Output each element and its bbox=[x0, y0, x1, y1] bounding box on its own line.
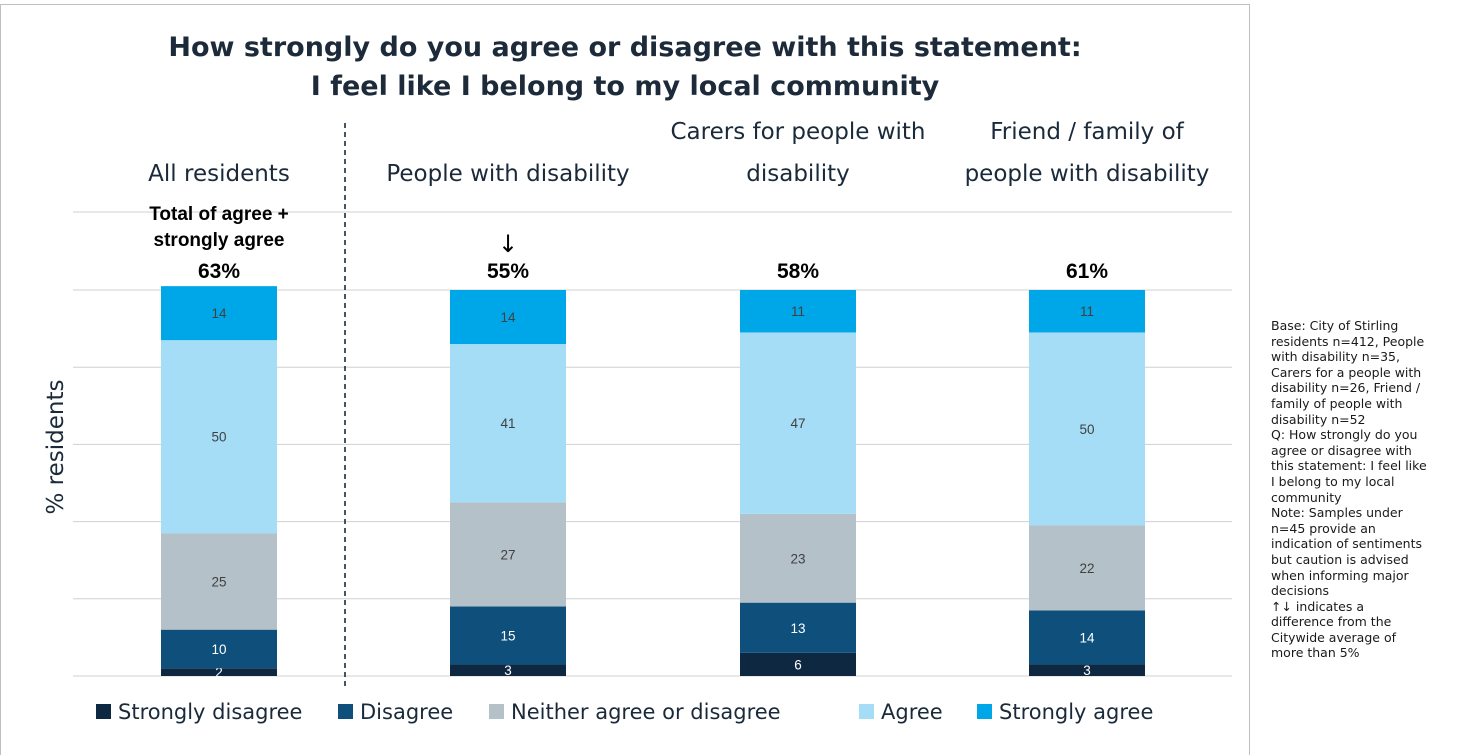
bar-segment bbox=[740, 513, 856, 603]
category-header: people with disability bbox=[965, 161, 1210, 187]
footnote-line: I belong to my local bbox=[1271, 473, 1395, 489]
data-label: 25 bbox=[211, 574, 226, 589]
bar-segment bbox=[161, 629, 277, 669]
data-label: 3 bbox=[1083, 663, 1091, 678]
data-label: 11 bbox=[791, 304, 805, 319]
data-label: 6 bbox=[794, 657, 802, 672]
total-label: 63% bbox=[198, 260, 240, 283]
footnote-line: Citywide average of bbox=[1271, 629, 1396, 645]
footnote-line: Note: Samples under bbox=[1271, 505, 1403, 521]
bar-segment bbox=[1029, 290, 1145, 333]
bar-segment bbox=[161, 340, 277, 534]
legend-swatch bbox=[859, 704, 874, 719]
legend-label: Strongly agree bbox=[999, 700, 1153, 724]
bar-segment bbox=[1029, 610, 1145, 665]
footnote-line: Base: City of Stirling bbox=[1271, 318, 1399, 333]
category-header: All residents bbox=[148, 161, 290, 187]
footnote-line: when informing major bbox=[1271, 567, 1409, 583]
chart-title-line-1: How strongly do you agree or disagree wi… bbox=[168, 32, 1082, 63]
chart-title-line-2: I feel like I belong to my local communi… bbox=[310, 71, 940, 102]
stacked-bar-chart: % residents All residents People with disa… bbox=[43, 119, 1232, 724]
bar-segment bbox=[450, 502, 566, 607]
legend-swatch bbox=[338, 704, 353, 719]
category-header: disability bbox=[746, 161, 849, 187]
footnote-line: family of people with bbox=[1271, 395, 1403, 411]
footnote-line: decisions bbox=[1271, 583, 1330, 599]
total-caption: strongly agree bbox=[154, 230, 285, 251]
footnote-line: indication of sentiments bbox=[1271, 536, 1422, 552]
category-header: Carers for people with bbox=[670, 119, 925, 145]
data-label: 50 bbox=[1079, 422, 1094, 437]
footnote-line: Q: How strongly do you bbox=[1271, 427, 1418, 443]
data-label: 11 bbox=[1080, 304, 1094, 319]
footnote: Base: City of Stirling residents n=412, P… bbox=[1271, 318, 1453, 661]
y-axis-label: % residents bbox=[43, 380, 69, 515]
data-label: 27 bbox=[500, 547, 515, 562]
legend-label: Disagree bbox=[360, 700, 453, 724]
data-label: 23 bbox=[790, 551, 805, 566]
bar-segment bbox=[1029, 664, 1145, 676]
total-label: 55% bbox=[487, 260, 529, 283]
data-label: 14 bbox=[211, 306, 227, 321]
footnote-line: ↑↓ indicates a bbox=[1271, 598, 1364, 614]
footnote-line: with disability n=35, bbox=[1271, 349, 1400, 365]
bar-segment bbox=[450, 606, 566, 665]
bar-segment bbox=[450, 664, 566, 676]
footnote-line: disability n=52 bbox=[1271, 411, 1366, 427]
bar-segment bbox=[740, 602, 856, 653]
data-label: 47 bbox=[790, 416, 805, 431]
category-header: People with disability bbox=[386, 161, 629, 187]
footnote-line: Carers for a people with bbox=[1271, 364, 1422, 380]
data-label: 14 bbox=[500, 310, 516, 325]
footnote-line: disability n=26, Friend / bbox=[1271, 380, 1421, 396]
bar-segment bbox=[161, 668, 277, 676]
total-label: 58% bbox=[777, 260, 819, 283]
data-label: 13 bbox=[790, 621, 805, 636]
chart-title: How strongly do you agree or disagree wi… bbox=[0, 28, 1250, 106]
data-label: 14 bbox=[1079, 630, 1095, 645]
data-label: 10 bbox=[211, 642, 226, 657]
bar-segment bbox=[740, 652, 856, 676]
footnote-line: difference from the bbox=[1271, 614, 1392, 630]
data-label: 2 bbox=[215, 665, 223, 680]
footnote-line: this statement: I feel like bbox=[1271, 458, 1427, 474]
data-label: 41 bbox=[500, 416, 515, 431]
footnote-line: n=45 provide an bbox=[1271, 520, 1376, 536]
total-label: 61% bbox=[1066, 260, 1108, 283]
bar-segment bbox=[1029, 332, 1145, 526]
legend-label: Strongly disagree bbox=[118, 700, 302, 724]
data-label: 50 bbox=[211, 430, 226, 445]
legend-label: Neither agree or disagree bbox=[511, 700, 781, 724]
total-caption: Total of agree + bbox=[149, 204, 289, 225]
down-arrow-icon: ↓ bbox=[498, 230, 518, 258]
legend-swatch bbox=[489, 704, 504, 719]
data-label: 15 bbox=[500, 628, 515, 643]
footnote-line: but caution is advised bbox=[1271, 551, 1409, 567]
bar-segment bbox=[161, 533, 277, 630]
bar-segment bbox=[740, 332, 856, 514]
data-label: 3 bbox=[504, 663, 512, 678]
bar-segment bbox=[450, 290, 566, 345]
legend-swatch bbox=[977, 704, 992, 719]
data-label: 22 bbox=[1079, 561, 1094, 576]
category-header: Friend / family of bbox=[990, 119, 1184, 145]
bar-segment bbox=[1029, 525, 1145, 611]
footnote-line: residents n=412, People bbox=[1271, 333, 1425, 349]
legend-swatch bbox=[96, 704, 111, 719]
bar-segment bbox=[740, 290, 856, 333]
footnote-line: more than 5% bbox=[1271, 645, 1360, 661]
bar-segment bbox=[450, 344, 566, 503]
legend-label: Agree bbox=[881, 700, 943, 724]
footnote-line: community bbox=[1271, 489, 1342, 505]
footnote-line: agree or disagree with bbox=[1271, 442, 1412, 458]
bar-segment bbox=[161, 286, 277, 341]
